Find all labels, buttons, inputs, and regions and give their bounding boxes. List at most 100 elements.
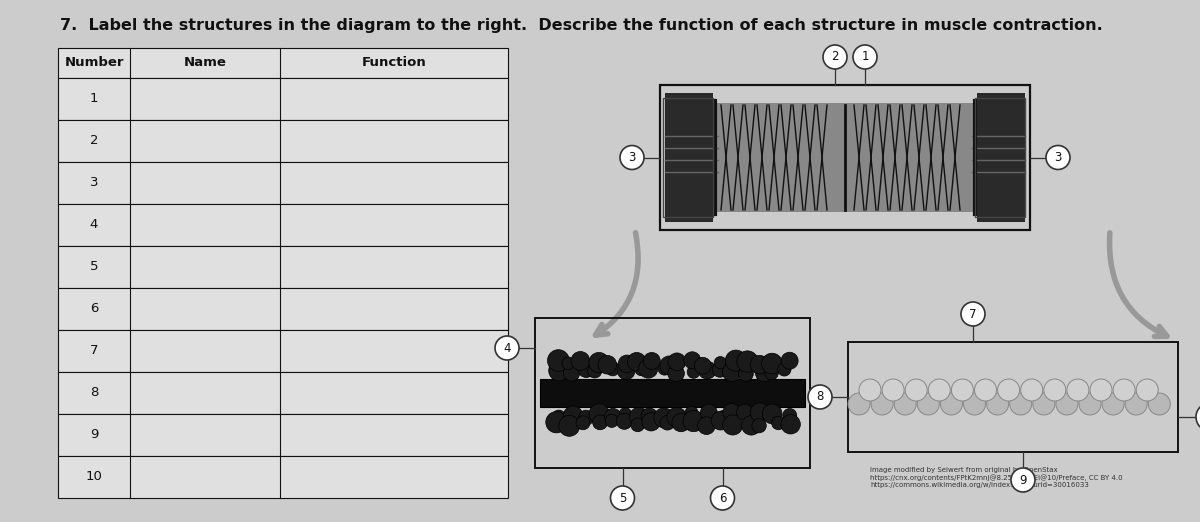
Circle shape [660, 416, 674, 430]
Circle shape [576, 416, 590, 430]
Circle shape [1056, 393, 1078, 415]
Circle shape [762, 353, 782, 374]
Circle shape [1079, 393, 1102, 415]
Circle shape [882, 379, 904, 401]
Text: 6: 6 [90, 303, 98, 315]
Circle shape [683, 410, 704, 432]
Circle shape [697, 417, 715, 434]
Text: 9: 9 [90, 429, 98, 442]
Circle shape [941, 393, 962, 415]
Circle shape [667, 407, 686, 427]
Text: 7: 7 [90, 345, 98, 358]
Circle shape [654, 408, 673, 428]
Circle shape [750, 403, 769, 422]
Circle shape [611, 486, 635, 510]
Circle shape [1114, 379, 1135, 401]
Bar [718, 103, 973, 212]
Circle shape [725, 350, 746, 371]
Circle shape [547, 350, 569, 372]
Text: 1: 1 [862, 51, 869, 64]
Text: 9: 9 [1019, 473, 1027, 487]
Circle shape [778, 363, 791, 376]
Circle shape [563, 406, 583, 425]
Circle shape [1126, 393, 1147, 415]
Bar [58, 372, 508, 414]
Bar [58, 414, 508, 456]
Bar [58, 48, 508, 78]
Bar [58, 330, 508, 372]
Circle shape [635, 363, 648, 376]
Circle shape [781, 414, 800, 434]
Text: 8: 8 [816, 390, 823, 404]
Circle shape [606, 362, 619, 376]
Circle shape [986, 393, 1009, 415]
Text: Number: Number [65, 56, 124, 69]
Text: 3: 3 [1055, 151, 1062, 164]
Text: 10: 10 [85, 470, 102, 483]
Text: Function: Function [361, 56, 426, 69]
Bar [58, 78, 508, 120]
Bar [848, 342, 1178, 452]
Circle shape [722, 404, 740, 421]
Circle shape [701, 404, 718, 421]
Text: 7: 7 [970, 307, 977, 321]
Circle shape [589, 352, 610, 373]
Circle shape [848, 393, 870, 415]
Circle shape [630, 407, 648, 426]
Circle shape [712, 411, 730, 430]
Circle shape [578, 361, 594, 377]
Circle shape [660, 356, 679, 375]
Text: Image modified by Seiwert from original by OpenStax
https://cnx.org/contents/FPt: Image modified by Seiwert from original … [870, 467, 1123, 488]
Circle shape [1196, 403, 1200, 431]
Circle shape [905, 379, 928, 401]
Circle shape [917, 393, 940, 415]
Circle shape [961, 302, 985, 326]
Circle shape [548, 360, 569, 381]
Text: 4: 4 [90, 219, 98, 231]
Circle shape [571, 351, 589, 370]
Circle shape [853, 45, 877, 69]
Circle shape [628, 352, 646, 371]
Bar [58, 120, 508, 162]
Circle shape [546, 411, 568, 433]
Circle shape [752, 419, 767, 433]
Text: 2: 2 [90, 135, 98, 148]
Circle shape [1102, 393, 1124, 415]
Circle shape [1021, 379, 1043, 401]
Circle shape [781, 352, 798, 369]
Circle shape [617, 413, 632, 429]
Circle shape [1148, 393, 1170, 415]
Circle shape [1136, 379, 1158, 401]
Bar [58, 246, 508, 288]
Circle shape [713, 362, 727, 377]
Text: 7.  Label the structures in the diagram to the right.  Describe the function of : 7. Label the structures in the diagram t… [60, 18, 1103, 33]
Circle shape [617, 362, 635, 379]
Circle shape [974, 379, 996, 401]
Bar [58, 204, 508, 246]
Circle shape [823, 45, 847, 69]
Circle shape [688, 365, 700, 378]
Text: Name: Name [184, 56, 227, 69]
Circle shape [672, 413, 690, 432]
Circle shape [772, 416, 785, 430]
Circle shape [641, 408, 658, 424]
Circle shape [685, 406, 698, 419]
Circle shape [642, 413, 660, 431]
Text: 1: 1 [90, 92, 98, 105]
Circle shape [618, 355, 636, 373]
Text: 5: 5 [619, 492, 626, 504]
Circle shape [589, 404, 610, 424]
Circle shape [710, 486, 734, 510]
Bar [660, 85, 1030, 230]
Text: 4: 4 [503, 341, 511, 354]
Circle shape [722, 415, 743, 435]
Circle shape [964, 393, 985, 415]
Circle shape [605, 414, 618, 428]
Circle shape [1010, 468, 1034, 492]
Circle shape [631, 418, 644, 432]
Circle shape [756, 365, 773, 382]
Bar [977, 93, 1025, 222]
Circle shape [598, 355, 617, 374]
Circle shape [750, 355, 769, 374]
Circle shape [716, 411, 730, 424]
